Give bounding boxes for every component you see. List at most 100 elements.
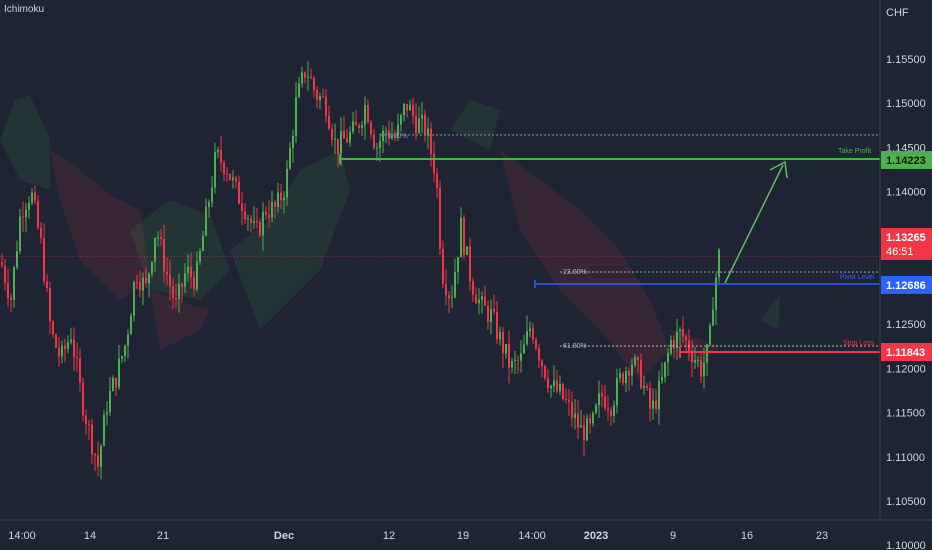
candle-body: [283, 197, 285, 201]
candle-body: [463, 217, 465, 255]
candle-body: [568, 400, 570, 402]
candle-body: [499, 331, 501, 340]
candle-body: [520, 353, 522, 361]
candle-body: [289, 148, 291, 169]
candle-body: [232, 177, 234, 180]
candle-body: [340, 130, 342, 154]
candle-body: [595, 405, 597, 413]
candle-body: [76, 357, 78, 359]
candle-body: [664, 362, 666, 378]
candle-body: [139, 282, 141, 291]
candle-body: [181, 283, 183, 287]
y-tick-label: 1.12500: [886, 319, 926, 331]
countdown: 46:51: [886, 246, 914, 258]
candle-body: [394, 136, 396, 138]
candle-body: [235, 177, 237, 182]
x-tick-label: 16: [741, 530, 753, 542]
indicator-label[interactable]: Ichimoku: [4, 4, 45, 15]
candle-body: [25, 209, 27, 217]
candle-body: [319, 96, 321, 100]
y-tick-label: 1.11000: [886, 452, 925, 464]
svg-text:1.14223: 1.14223: [886, 155, 926, 167]
candle-body: [169, 274, 171, 287]
cloud-bull: [450, 100, 500, 150]
candle-body: [598, 393, 600, 406]
candle-body: [583, 425, 585, 441]
candle-body: [571, 401, 573, 418]
x-tick-label: 2023: [584, 530, 608, 542]
candle-body: [349, 131, 351, 143]
candle-body: [58, 347, 60, 357]
stop-loss-tag[interactable]: 1.11843: [881, 343, 932, 361]
candle-body: [607, 408, 609, 411]
candle-body: [586, 418, 588, 441]
candle-body: [331, 128, 333, 140]
candle-body: [67, 342, 69, 350]
candle-body: [43, 237, 45, 282]
candle-body: [475, 294, 477, 304]
candle-body: [703, 362, 705, 377]
candle-body: [397, 124, 399, 138]
candle-body: [223, 162, 225, 174]
candle-body: [220, 149, 222, 163]
candle-body: [100, 445, 102, 467]
candle-body: [328, 115, 330, 129]
candle-body: [421, 114, 423, 119]
candle-body: [631, 364, 633, 376]
candle-body: [205, 206, 207, 236]
candle-body: [559, 383, 561, 392]
candle-body: [535, 339, 537, 349]
candle-body: [337, 138, 339, 154]
candle-body: [691, 352, 693, 363]
x-axis-labels: 14:00 14 21 Dec 12 19 14:00 2023 9 16 23: [8, 530, 828, 542]
candle-body: [382, 130, 384, 142]
candle-body: [709, 325, 711, 345]
candle-body: [148, 273, 150, 284]
take-profit-line-label: Take Profit: [838, 148, 871, 155]
candle-body: [298, 83, 300, 97]
candle-body: [310, 76, 312, 79]
candle-body: [502, 331, 504, 354]
candle-body: [127, 334, 129, 346]
candle-body: [295, 96, 297, 136]
candle-body: [286, 168, 288, 198]
candle-body: [64, 345, 66, 350]
candle-body: [361, 124, 363, 129]
candle-body: [427, 128, 429, 136]
cloud-bear: [150, 290, 210, 350]
candle-body: [637, 357, 639, 361]
candle-body: [217, 149, 219, 153]
candle-body: [316, 89, 318, 100]
candle-body: [706, 344, 708, 363]
candle-body: [622, 373, 624, 384]
candle-body: [682, 329, 684, 337]
x-tick-label: 14: [84, 530, 96, 542]
cloud-bear: [50, 150, 150, 300]
candle-body: [589, 418, 591, 424]
candle-body: [229, 173, 231, 180]
current-price-tag[interactable]: 1.13265 46:51: [881, 228, 932, 260]
candle-body: [163, 239, 165, 272]
candle-body: [172, 286, 174, 298]
candle-body: [70, 339, 72, 343]
candle-body: [547, 378, 549, 389]
candle-body: [541, 360, 543, 367]
candle-body: [430, 128, 432, 154]
candle-body: [712, 309, 714, 326]
candle-body: [193, 276, 195, 290]
candle-body: [565, 398, 567, 401]
candle-body: [88, 424, 90, 426]
candle-body: [61, 345, 63, 357]
candles: [1, 61, 720, 480]
svg-text:1.11843: 1.11843: [886, 347, 925, 359]
pivot-tag[interactable]: 1.12686: [881, 276, 932, 294]
candle-body: [529, 328, 531, 332]
candle-body: [481, 296, 483, 300]
candle-body: [715, 277, 717, 310]
candle-body: [250, 218, 252, 223]
take-profit-tag[interactable]: 1.14223: [881, 151, 932, 169]
candle-body: [112, 377, 114, 391]
candle-body: [304, 72, 306, 78]
candle-body: [19, 216, 21, 252]
